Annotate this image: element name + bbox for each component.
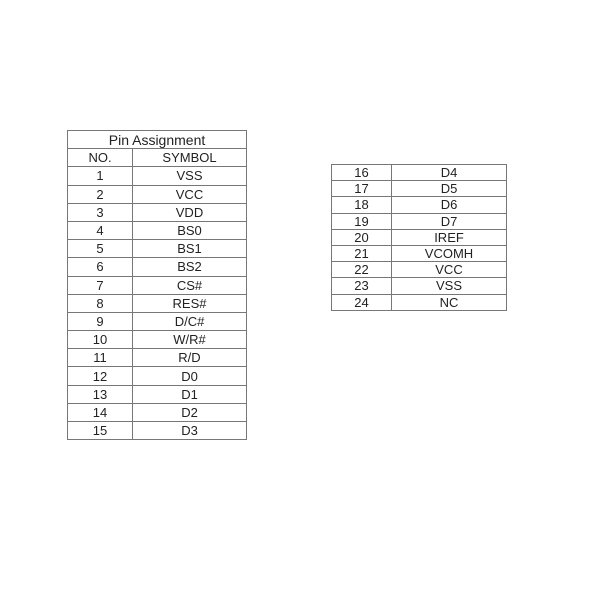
pin-symbol: CS# xyxy=(132,275,247,295)
pin-number: 14 xyxy=(67,402,133,423)
table-row: 6 BS2 xyxy=(67,257,247,277)
table-row: 22 VCC xyxy=(331,261,507,279)
table-row: 10 W/R# xyxy=(67,330,247,350)
pin-assignment-table-continued: 16 D4 17 D5 18 D6 19 D7 20 IREF 21 VCOMH 22 VCC 23 VSS 2… xyxy=(331,163,507,311)
pin-number: 3 xyxy=(67,202,133,222)
table-row: 21 VCOMH xyxy=(331,244,507,263)
pin-number: 16 xyxy=(331,163,392,182)
pin-symbol: BS1 xyxy=(132,239,247,259)
pin-symbol: D5 xyxy=(391,180,507,198)
pin-symbol: VSS xyxy=(132,166,247,186)
pin-symbol: D4 xyxy=(391,163,507,182)
pin-symbol: VCC xyxy=(391,261,507,279)
table-title: Pin Assignment xyxy=(67,129,247,150)
pin-number: 2 xyxy=(67,184,133,204)
table-row: 11 R/D xyxy=(67,348,247,368)
pin-number: 12 xyxy=(67,366,133,386)
table-row: 5 BS1 xyxy=(67,239,247,259)
pin-assignment-table: Pin Assignment NO. SYMBOL 1 VSS 2 VCC 3 VDD 4 BS… xyxy=(67,129,247,441)
table-row: 18 D6 xyxy=(331,196,507,214)
header-no: NO. xyxy=(67,148,133,168)
table-row: 1 VSS xyxy=(67,166,247,186)
pin-number: 21 xyxy=(331,244,392,263)
table-row: 8 RES# xyxy=(67,293,247,313)
table-row: 9 D/C# xyxy=(67,311,247,332)
pin-number: 8 xyxy=(67,293,133,313)
table-row: 12 D0 xyxy=(67,366,247,386)
pin-symbol: D1 xyxy=(132,384,247,404)
table-row: 23 VSS xyxy=(331,277,507,295)
pin-number: 10 xyxy=(67,330,133,350)
pin-number: 22 xyxy=(331,261,392,279)
table-row: 15 D3 xyxy=(67,420,247,441)
table-row: 24 NC xyxy=(331,293,507,311)
table-row: 19 D7 xyxy=(331,212,507,230)
pin-number: 17 xyxy=(331,180,392,198)
pin-symbol: VCOMH xyxy=(391,244,507,263)
pin-number: 5 xyxy=(67,239,133,259)
pin-symbol: D7 xyxy=(391,212,507,230)
header-symbol: SYMBOL xyxy=(132,148,247,168)
table-row: 2 VCC xyxy=(67,184,247,204)
pin-symbol: R/D xyxy=(132,348,247,368)
table-row: 14 D2 xyxy=(67,402,247,423)
pin-number: 15 xyxy=(67,420,133,441)
pin-symbol: D3 xyxy=(132,420,247,441)
pin-symbol: W/R# xyxy=(132,330,247,350)
pin-number: 24 xyxy=(331,293,392,311)
pin-number: 20 xyxy=(331,228,392,246)
pin-symbol: D/C# xyxy=(132,311,247,332)
pin-symbol: BS2 xyxy=(132,257,247,277)
pin-number: 6 xyxy=(67,257,133,277)
table-row: 13 D1 xyxy=(67,384,247,404)
table-row: 7 CS# xyxy=(67,275,247,295)
pin-symbol: RES# xyxy=(132,293,247,313)
table-row: 16 D4 xyxy=(331,163,507,182)
pin-symbol: NC xyxy=(391,293,507,311)
table-row: 3 VDD xyxy=(67,202,247,222)
pin-symbol: VSS xyxy=(391,277,507,295)
pin-number: 13 xyxy=(67,384,133,404)
pin-number: 9 xyxy=(67,311,133,332)
pin-symbol: VDD xyxy=(132,202,247,222)
pin-number: 4 xyxy=(67,220,133,241)
pin-number: 19 xyxy=(331,212,392,230)
pin-symbol: D6 xyxy=(391,196,507,214)
pin-symbol: BS0 xyxy=(132,220,247,241)
pin-number: 18 xyxy=(331,196,392,214)
pin-symbol: IREF xyxy=(391,228,507,246)
table-row: 17 D5 xyxy=(331,180,507,198)
pin-number: 23 xyxy=(331,277,392,295)
table-row: 20 IREF xyxy=(331,228,507,246)
pin-number: 11 xyxy=(67,348,133,368)
pin-symbol: VCC xyxy=(132,184,247,204)
pin-symbol: D2 xyxy=(132,402,247,423)
table-row: 4 BS0 xyxy=(67,220,247,241)
pin-symbol: D0 xyxy=(132,366,247,386)
pin-number: 1 xyxy=(67,166,133,186)
pin-number: 7 xyxy=(67,275,133,295)
